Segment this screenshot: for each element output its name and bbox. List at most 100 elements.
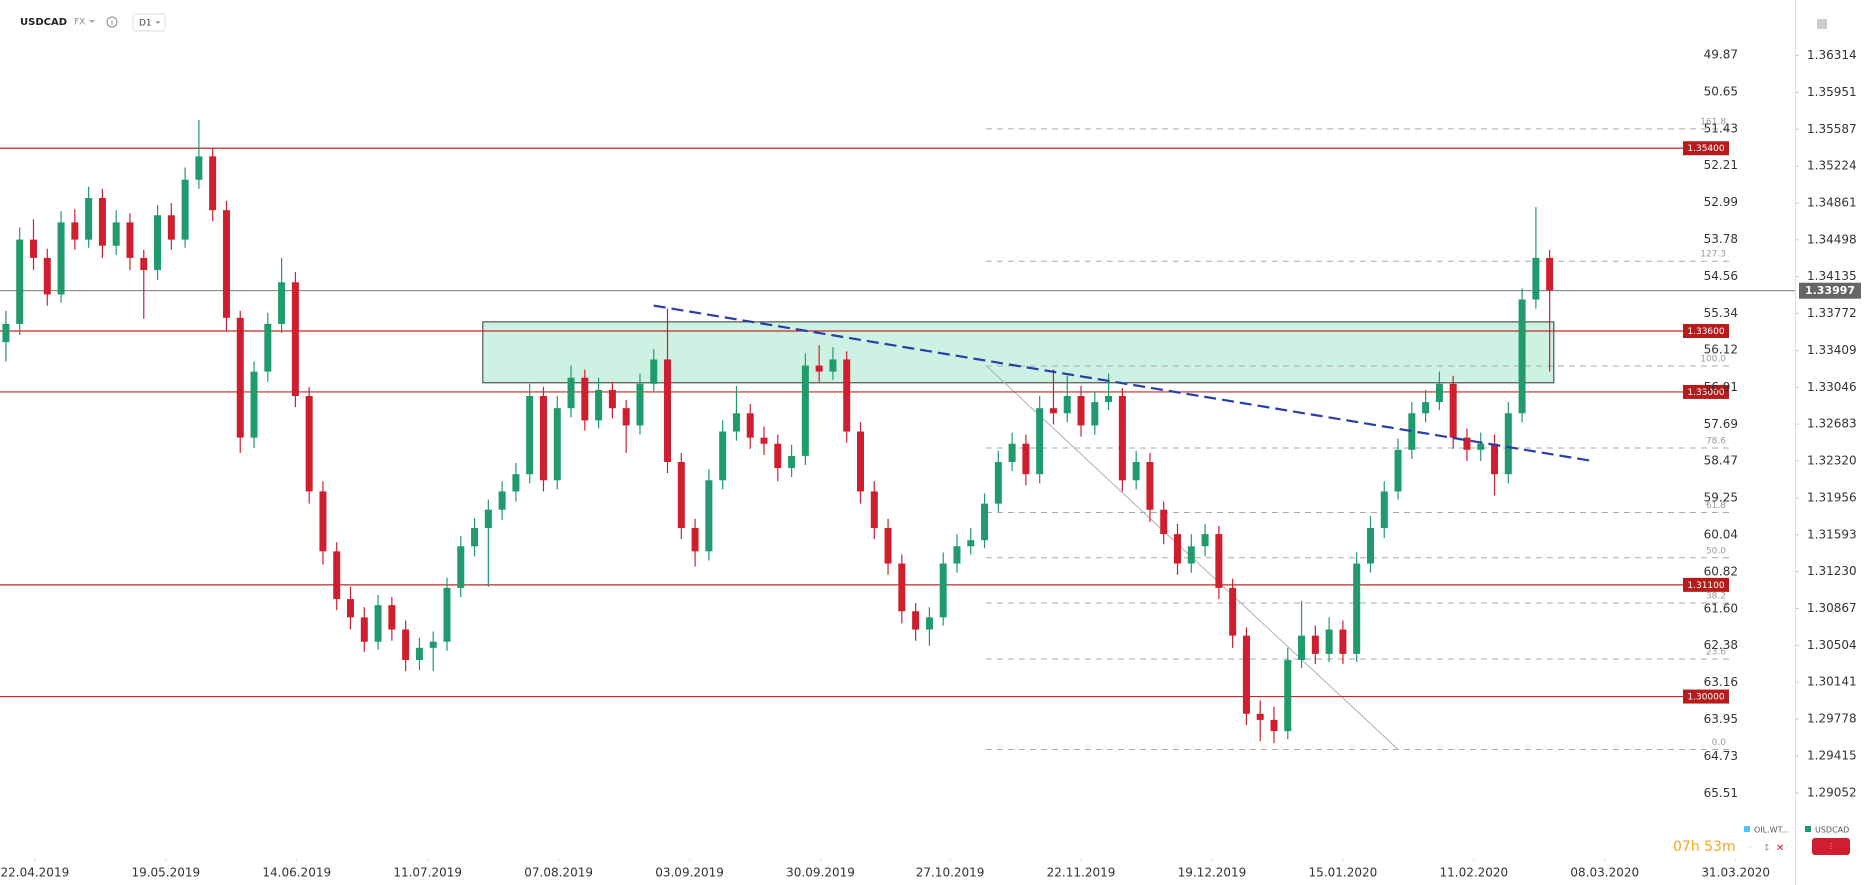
candle-body — [388, 605, 396, 630]
y-tick-label: 1.29778 — [1807, 712, 1857, 726]
dropdown-caret[interactable] — [89, 20, 95, 23]
y2-tick-label: 55.34 — [1704, 306, 1738, 320]
candle-body — [457, 546, 465, 588]
x-tick-label: 31.03.2020 — [1701, 866, 1770, 880]
x-tick-label: 15.01.2020 — [1309, 866, 1378, 880]
candle-body — [1422, 402, 1430, 414]
candle-body — [898, 563, 906, 612]
x-tick-label: 22.04.2019 — [1, 866, 70, 880]
candle-body — [1146, 462, 1154, 510]
candle-body — [402, 629, 410, 660]
candle-body — [291, 282, 299, 396]
y2-tick-label: 61.60 — [1704, 601, 1738, 615]
candle-body — [195, 156, 203, 180]
y2-tick-label: 64.73 — [1704, 749, 1738, 763]
settings-icon[interactable] — [1817, 19, 1827, 29]
candle-body — [664, 359, 672, 462]
y-tick-label: 1.32320 — [1807, 453, 1857, 467]
candle-body — [43, 257, 51, 295]
x-tick-label: 08.03.2020 — [1570, 866, 1639, 880]
candle-body — [1380, 491, 1388, 528]
candle-body — [154, 215, 162, 271]
candle-body — [250, 371, 258, 438]
y2-tick-label: 58.47 — [1704, 454, 1738, 468]
candle-body — [870, 491, 878, 528]
y-tick-label: 1.31593 — [1807, 527, 1857, 541]
candle-body — [512, 474, 520, 492]
indicator-button[interactable] — [1812, 838, 1850, 855]
fib-label: 100.0 — [1700, 354, 1726, 364]
candle-body — [484, 509, 492, 528]
candle-body — [1174, 534, 1182, 564]
candle-body — [98, 198, 106, 246]
x-tick-label: 19.12.2019 — [1178, 866, 1247, 880]
y2-tick-label: 60.82 — [1704, 565, 1738, 579]
legend-entry[interactable]: USDCAD — [1815, 826, 1849, 835]
candle-body — [1091, 402, 1099, 426]
fib-label: 38.2 — [1706, 592, 1726, 602]
candle-body — [347, 599, 355, 618]
candle-body — [912, 611, 920, 630]
candle-body — [278, 282, 286, 324]
candle-body — [1284, 660, 1292, 732]
candle-body — [333, 551, 341, 600]
current-price-box — [1799, 282, 1861, 299]
candle-body — [636, 383, 644, 426]
y-tick-label: 1.31956 — [1807, 490, 1857, 504]
symbol: USDCAD — [20, 17, 67, 28]
candle-body — [1036, 408, 1044, 475]
candle-body — [1504, 413, 1512, 475]
candle-body — [57, 222, 65, 295]
move-icon[interactable]: ↕ — [1763, 844, 1771, 854]
candle-body — [581, 377, 589, 421]
candle-body — [760, 437, 768, 444]
plot-area: 161.8 127.3 100.0 78.6 61.8 50.0 38.2 23.6 0.0 1.… — [0, 117, 1795, 751]
candle-body — [1049, 408, 1057, 414]
level-label: 1.35400 — [1687, 144, 1724, 154]
candle-body — [29, 239, 37, 258]
candle-body — [608, 389, 616, 409]
x-tick-label: 27.10.2019 — [916, 866, 985, 880]
x-tick-label: 14.06.2019 — [262, 866, 331, 880]
candle-body — [1187, 546, 1195, 564]
x-tick-label: 30.09.2019 — [786, 866, 855, 880]
candle-body — [1449, 383, 1457, 438]
legend-entry[interactable]: OIL.WT... — [1754, 826, 1789, 835]
candle-body — [1105, 396, 1113, 403]
candle-body — [1339, 629, 1347, 654]
y-tick-label: 1.33046 — [1807, 380, 1857, 394]
y2-tick-label: 53.78 — [1704, 232, 1738, 246]
close-icon[interactable]: ✕ — [1776, 843, 1784, 854]
candle-body — [1491, 443, 1499, 475]
indicator-button-icon: ⫶ — [1830, 842, 1832, 853]
candle-body — [71, 222, 79, 240]
candle-body — [719, 431, 727, 481]
eye-icon[interactable]: ◦ — [1748, 844, 1753, 854]
candle-body — [650, 359, 658, 384]
candle-body — [1215, 534, 1223, 588]
interval-selector[interactable] — [132, 13, 166, 32]
candle-body — [236, 317, 244, 438]
candle-body — [374, 605, 382, 642]
interval: D1 — [139, 19, 152, 29]
candle-body — [429, 641, 437, 648]
fib-label: 23.6 — [1706, 648, 1726, 658]
info-icon[interactable] — [106, 16, 118, 28]
candle-body — [815, 365, 823, 372]
candle-body — [981, 503, 989, 541]
candle-body — [305, 396, 313, 492]
y2-tick-label: 65.51 — [1704, 786, 1738, 800]
candle-body — [967, 540, 975, 547]
candle-body — [1077, 396, 1085, 426]
candle-body — [1229, 587, 1237, 636]
candle-body — [1242, 635, 1250, 714]
header: USDCAD FX D1 — [20, 13, 1827, 32]
candle-body — [140, 257, 148, 271]
candle-body — [1477, 443, 1485, 450]
candle-body — [595, 389, 603, 421]
x-tick-label: 22.11.2019 — [1047, 866, 1116, 880]
fib-label: 50.0 — [1706, 546, 1726, 556]
x-tick-label: 07.08.2019 — [524, 866, 593, 880]
candle-body — [1270, 719, 1278, 732]
